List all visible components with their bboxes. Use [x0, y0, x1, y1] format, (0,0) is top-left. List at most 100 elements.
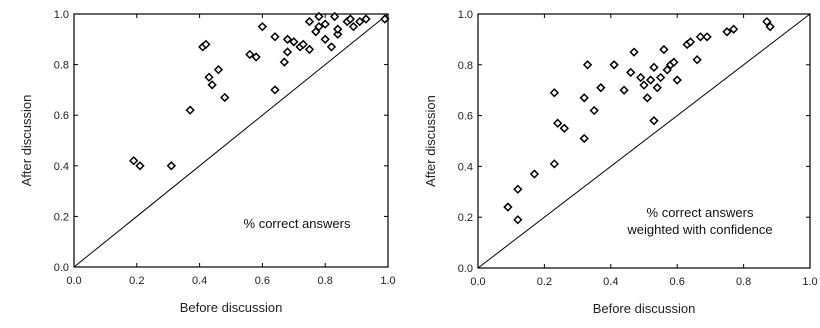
data-point: [361, 14, 371, 24]
x-tick-label: 0.0: [66, 275, 81, 287]
data-point: [549, 88, 560, 98]
y-tick-label: 1.0: [458, 9, 473, 21]
data-point: [251, 52, 261, 62]
data-point: [659, 44, 669, 55]
data-point: [257, 21, 268, 32]
reference-line: [477, 13, 811, 269]
chart-annotation: weighted with confidence: [626, 222, 772, 237]
data-point: [320, 19, 330, 29]
data-point: [220, 92, 230, 103]
data-point: [245, 49, 255, 60]
data-point: [549, 159, 560, 169]
data-point: [135, 161, 145, 171]
data-point: [333, 29, 343, 39]
data-point: [728, 24, 739, 34]
data-point: [304, 16, 315, 27]
data-point: [270, 32, 280, 42]
data-point: [662, 65, 672, 75]
data-point: [513, 184, 523, 194]
data-point: [685, 37, 696, 47]
data-point: [355, 16, 365, 27]
x-tick-label: 0.2: [537, 276, 552, 288]
data-point: [166, 161, 177, 171]
data-point: [619, 85, 629, 95]
data-point: [185, 105, 195, 115]
data-point: [626, 67, 636, 78]
data-point: [207, 80, 217, 90]
data-point: [639, 80, 649, 90]
data-point: [314, 21, 324, 32]
data-point: [762, 16, 772, 27]
data-point: [672, 75, 682, 85]
x-tick-label: 0.4: [192, 275, 207, 287]
plot-frame: [73, 13, 389, 268]
data-point: [579, 93, 589, 103]
y-tick-label: 0.4: [458, 161, 473, 173]
data-point: [642, 93, 652, 103]
data-point: [629, 47, 639, 57]
data-point: [320, 34, 330, 44]
scatter-chart-right: 0.0 0.0 0.2 0.2 0.4 0.4 0.6 0.6 0.8 0.8 1.0 1.0 Befo…: [410, 0, 820, 328]
x-tick-label: 0.6: [255, 275, 270, 287]
data-point: [655, 72, 666, 83]
data-point: [692, 55, 702, 65]
scatter-chart-left: 0.0 0.0 0.2 0.2 0.4 0.4 0.6 0.6 0.8 0.8 1.0 1.0 Befo…: [19, 9, 396, 315]
data-point: [559, 123, 569, 133]
data-point: [282, 34, 293, 44]
data-point: [333, 24, 343, 34]
data-point: [722, 27, 732, 37]
x-axis-label: Before discussion: [593, 301, 696, 316]
x-tick-label: 0.4: [603, 276, 618, 288]
data-point: [270, 85, 280, 95]
data-point: [279, 57, 290, 67]
data-point: [645, 75, 656, 85]
x-tick-label: 0.8: [736, 276, 751, 288]
data-point: [596, 82, 606, 93]
data-point: [128, 156, 139, 166]
data-point: [345, 14, 355, 24]
data-point: [329, 11, 340, 22]
data-point: [636, 72, 646, 83]
data-point: [589, 105, 599, 116]
chart-annotation: % correct answers: [647, 205, 754, 220]
chart-right-svg: 0.00.0 0.2 0.2 0.4 0.4 0.6 0.6 0.8 0.8 1.0 1.0 Befo…: [423, 9, 818, 316]
data-point: [652, 82, 662, 93]
y-tick-label: 0.2: [54, 211, 69, 223]
data-point: [669, 57, 679, 67]
data-point: [314, 11, 324, 22]
y-tick-label: 0.8: [54, 60, 69, 72]
y-tick-label: 0.2: [458, 212, 473, 224]
chart-annotation: % correct answers: [244, 216, 351, 231]
chart-left-svg: 0.00.0 0.2 0.2 0.4 0.4 0.6 0.6 0.8 0.8 1.0 1.0 Befo…: [19, 9, 396, 315]
data-point: [695, 32, 706, 42]
data-point: [529, 169, 540, 179]
data-point: [201, 39, 211, 50]
data-point: [326, 42, 337, 52]
data-point: [609, 60, 619, 70]
data-point: [304, 44, 315, 55]
y-tick-label: 0.4: [54, 161, 69, 173]
data-point: [649, 116, 659, 126]
data-point: [348, 21, 359, 32]
data-point: [503, 202, 513, 212]
plot-frame: [477, 13, 811, 269]
x-tick-label: 1.0: [380, 275, 395, 287]
x-tick-label: 0.0: [470, 276, 485, 288]
y-axis-label: After discussion: [423, 95, 438, 187]
x-tick-label: 1.0: [802, 276, 817, 288]
y-tick-label: 0.8: [458, 60, 473, 72]
x-tick-label: 0.2: [129, 275, 144, 287]
y-axis-label: After discussion: [19, 95, 34, 187]
data-point: [582, 60, 593, 70]
reference-line: [73, 13, 389, 268]
data-point: [204, 72, 214, 82]
data-point: [513, 215, 523, 225]
data-point: [213, 64, 224, 75]
data-point: [380, 14, 390, 24]
y-tick-label: 1.0: [54, 9, 69, 21]
data-point: [702, 32, 712, 42]
y-tick-label: 0.0: [54, 262, 69, 274]
x-axis-label: Before discussion: [180, 300, 283, 315]
x-tick-label: 0.6: [670, 276, 685, 288]
data-point: [282, 47, 293, 57]
